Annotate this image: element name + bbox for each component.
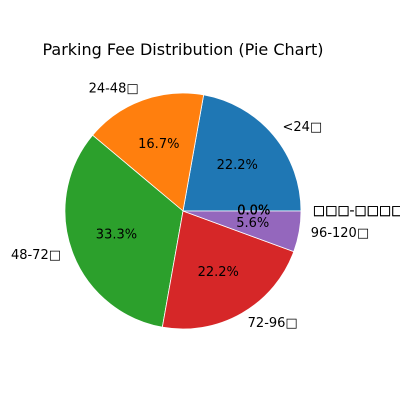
slice-label: 72-96□ [248, 316, 298, 331]
slice-percent-label: 0.0% [237, 204, 270, 219]
slice-percent-label: 22.2% [217, 158, 258, 173]
slice-percent-label: 0.0% [237, 204, 270, 219]
labels-layer: <24□ 22.2% 24-48□ 16.7% 48-72□ 33.3% 72-96□ 22.… [11, 82, 400, 332]
slice-label: <24□ [282, 120, 322, 135]
pie-slice [182, 94, 302, 212]
slice-percent-label: 16.7% [138, 137, 179, 152]
pie-slice [91, 92, 205, 212]
slice-label: □□□-□□□□□ [313, 204, 400, 219]
slice-label: □□□-□□□□□□ [313, 204, 400, 219]
slice-percent-label: 0.0% [237, 204, 270, 219]
slices-layer [64, 92, 302, 330]
slice-label: □□□-□□□□□ [313, 204, 400, 219]
slice-label: 96-120□ [311, 226, 369, 241]
slice-percent-label: 22.2% [198, 265, 239, 280]
slice-percent-label: 33.3% [96, 228, 137, 243]
pie-slice [64, 134, 184, 328]
pie-slice [182, 210, 302, 253]
slice-label: 24-48□ [89, 82, 139, 97]
chart-title: Parking Fee Distribution (Pie Chart) [42, 40, 323, 59]
slice-label: 48-72□ [11, 248, 61, 263]
slice-label: □□□-□□□□□ [313, 204, 400, 219]
slice-percent-label: 5.6% [236, 216, 269, 231]
pie-slice [161, 210, 295, 330]
slice-percent-label: 0.0% [237, 204, 270, 219]
